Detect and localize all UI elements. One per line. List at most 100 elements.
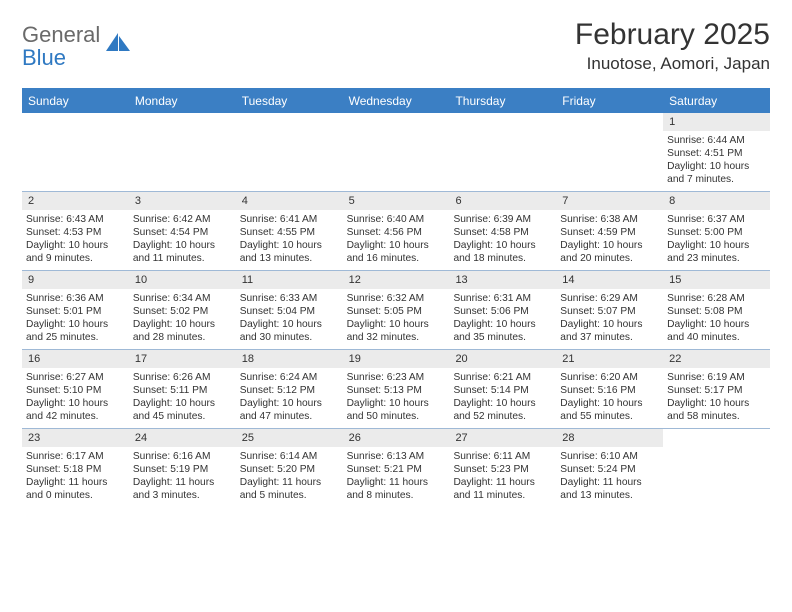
day-number: 28 [556,429,663,447]
calendar-empty-cell [236,113,343,191]
day-details: Sunrise: 6:11 AMSunset: 5:23 PMDaylight:… [453,450,552,502]
day-details: Sunrise: 6:43 AMSunset: 4:53 PMDaylight:… [26,213,125,265]
calendar-day-cell: 15Sunrise: 6:28 AMSunset: 5:08 PMDayligh… [663,271,770,349]
day-details: Sunrise: 6:37 AMSunset: 5:00 PMDaylight:… [667,213,766,265]
calendar-day-cell: 9 Sunrise: 6:36 AMSunset: 5:01 PMDaylight… [22,271,129,349]
calendar-day-cell: 2Sunrise: 6:43 AMSunset: 4:53 PMDaylight… [22,192,129,270]
location-subtitle: Inuotose, Aomori, Japan [575,54,770,74]
calendar-day-cell: 4 Sunrise: 6:41 AMSunset: 4:55 PMDaylight… [236,192,343,270]
day-details: Sunrise: 6:36 AMSunset: 5:01 PMDaylight:… [26,292,125,344]
calendar-day-cell: 14Sunrise: 6:29 AMSunset: 5:07 PMDayligh… [556,271,663,349]
dow-label: Sunday [22,90,129,113]
day-number: 18 [236,350,343,368]
day-number: 8 [663,192,770,210]
calendar-empty-cell [343,113,450,191]
calendar-page: General Blue February 2025 Inuotose, Aom… [0,0,792,517]
day-details: Sunrise: 6:21 AMSunset: 5:14 PMDaylight:… [453,371,552,423]
dow-label: Tuesday [236,90,343,113]
calendar-day-cell: 25 Sunrise: 6:14 AMSunset: 5:20 PMDayligh… [236,429,343,507]
calendar-day-cell: 1Sunrise: 6:44 AMSunset: 4:51 PMDaylight… [663,113,770,191]
logo-sail-icon [104,31,132,58]
calendar-grid: SundayMondayTuesdayWednesdayThursdayFrid… [22,88,770,507]
day-number: 11 [236,271,343,289]
day-details: Sunrise: 6:17 AMSunset: 5:18 PMDaylight:… [26,450,125,502]
day-number: 17 [129,350,236,368]
dow-label: Monday [129,90,236,113]
day-number: 22 [663,350,770,368]
dow-label: Wednesday [343,90,450,113]
logo-word-1: General [22,22,100,47]
day-details: Sunrise: 6:31 AMSunset: 5:06 PMDaylight:… [453,292,552,344]
day-number: 9 [22,271,129,289]
day-details: Sunrise: 6:14 AMSunset: 5:20 PMDaylight:… [240,450,339,502]
header-row: General Blue February 2025 Inuotose, Aom… [22,18,770,74]
day-details: Sunrise: 6:23 AMSunset: 5:13 PMDaylight:… [347,371,446,423]
calendar-day-cell: 13 Sunrise: 6:31 AMSunset: 5:06 PMDayligh… [449,271,556,349]
calendar-day-cell: 20 Sunrise: 6:21 AMSunset: 5:14 PMDayligh… [449,350,556,428]
calendar-empty-cell [556,113,663,191]
day-number: 21 [556,350,663,368]
day-number: 13 [449,271,556,289]
calendar-empty-cell [22,113,129,191]
day-number: 10 [129,271,236,289]
calendar-empty-cell [129,113,236,191]
day-details: Sunrise: 6:16 AMSunset: 5:19 PMDaylight:… [133,450,232,502]
day-details: Sunrise: 6:32 AMSunset: 5:05 PMDaylight:… [347,292,446,344]
day-number: 1 [663,113,770,131]
calendar-day-cell: 22 Sunrise: 6:19 AMSunset: 5:17 PMDayligh… [663,350,770,428]
day-details: Sunrise: 6:19 AMSunset: 5:17 PMDaylight:… [667,371,766,423]
calendar-week-row: 23 Sunrise: 6:17 AMSunset: 5:18 PMDayligh… [22,429,770,507]
day-details: Sunrise: 6:40 AMSunset: 4:56 PMDaylight:… [347,213,446,265]
calendar-day-cell: 8 Sunrise: 6:37 AMSunset: 5:00 PMDaylight… [663,192,770,270]
title-block: February 2025 Inuotose, Aomori, Japan [575,18,770,74]
day-details: Sunrise: 6:28 AMSunset: 5:08 PMDaylight:… [667,292,766,344]
day-details: Sunrise: 6:42 AMSunset: 4:54 PMDaylight:… [133,213,232,265]
calendar-day-cell: 5 Sunrise: 6:40 AMSunset: 4:56 PMDaylight… [343,192,450,270]
day-details: Sunrise: 6:26 AMSunset: 5:11 PMDaylight:… [133,371,232,423]
day-number: 26 [343,429,450,447]
calendar-day-cell: 21Sunrise: 6:20 AMSunset: 5:16 PMDayligh… [556,350,663,428]
calendar-day-cell: 23 Sunrise: 6:17 AMSunset: 5:18 PMDayligh… [22,429,129,507]
day-number: 19 [343,350,450,368]
day-number: 25 [236,429,343,447]
calendar-week-row: 1Sunrise: 6:44 AMSunset: 4:51 PMDaylight… [22,113,770,192]
calendar-day-cell: 12 Sunrise: 6:32 AMSunset: 5:05 PMDayligh… [343,271,450,349]
day-number: 5 [343,192,450,210]
day-number: 12 [343,271,450,289]
dow-label: Saturday [663,90,770,113]
calendar-day-cell: 17 Sunrise: 6:26 AMSunset: 5:11 PMDayligh… [129,350,236,428]
calendar-day-cell: 10 Sunrise: 6:34 AMSunset: 5:02 PMDayligh… [129,271,236,349]
day-details: Sunrise: 6:41 AMSunset: 4:55 PMDaylight:… [240,213,339,265]
calendar-empty-cell [663,429,770,507]
weeks-container: 1Sunrise: 6:44 AMSunset: 4:51 PMDaylight… [22,113,770,507]
calendar-week-row: 2Sunrise: 6:43 AMSunset: 4:53 PMDaylight… [22,192,770,271]
calendar-day-cell: 28Sunrise: 6:10 AMSunset: 5:24 PMDayligh… [556,429,663,507]
calendar-day-cell: 6Sunrise: 6:39 AMSunset: 4:58 PMDaylight… [449,192,556,270]
calendar-day-cell: 24 Sunrise: 6:16 AMSunset: 5:19 PMDayligh… [129,429,236,507]
day-details: Sunrise: 6:27 AMSunset: 5:10 PMDaylight:… [26,371,125,423]
day-of-week-header: SundayMondayTuesdayWednesdayThursdayFrid… [22,90,770,113]
calendar-day-cell: 26 Sunrise: 6:13 AMSunset: 5:21 PMDayligh… [343,429,450,507]
day-number: 23 [22,429,129,447]
day-details: Sunrise: 6:24 AMSunset: 5:12 PMDaylight:… [240,371,339,423]
logo-word-2: Blue [22,45,66,70]
day-details: Sunrise: 6:34 AMSunset: 5:02 PMDaylight:… [133,292,232,344]
calendar-day-cell: 18 Sunrise: 6:24 AMSunset: 5:12 PMDayligh… [236,350,343,428]
calendar-day-cell: 27Sunrise: 6:11 AMSunset: 5:23 PMDayligh… [449,429,556,507]
day-details: Sunrise: 6:29 AMSunset: 5:07 PMDaylight:… [560,292,659,344]
day-details: Sunrise: 6:33 AMSunset: 5:04 PMDaylight:… [240,292,339,344]
day-number: 4 [236,192,343,210]
calendar-day-cell: 3Sunrise: 6:42 AMSunset: 4:54 PMDaylight… [129,192,236,270]
day-number: 7 [556,192,663,210]
day-details: Sunrise: 6:39 AMSunset: 4:58 PMDaylight:… [453,213,552,265]
day-number: 20 [449,350,556,368]
day-number: 16 [22,350,129,368]
day-details: Sunrise: 6:38 AMSunset: 4:59 PMDaylight:… [560,213,659,265]
dow-label: Thursday [449,90,556,113]
day-details: Sunrise: 6:13 AMSunset: 5:21 PMDaylight:… [347,450,446,502]
dow-label: Friday [556,90,663,113]
calendar-day-cell: 19 Sunrise: 6:23 AMSunset: 5:13 PMDayligh… [343,350,450,428]
day-number: 24 [129,429,236,447]
logo-text-block: General Blue [22,24,100,70]
calendar-empty-cell [449,113,556,191]
